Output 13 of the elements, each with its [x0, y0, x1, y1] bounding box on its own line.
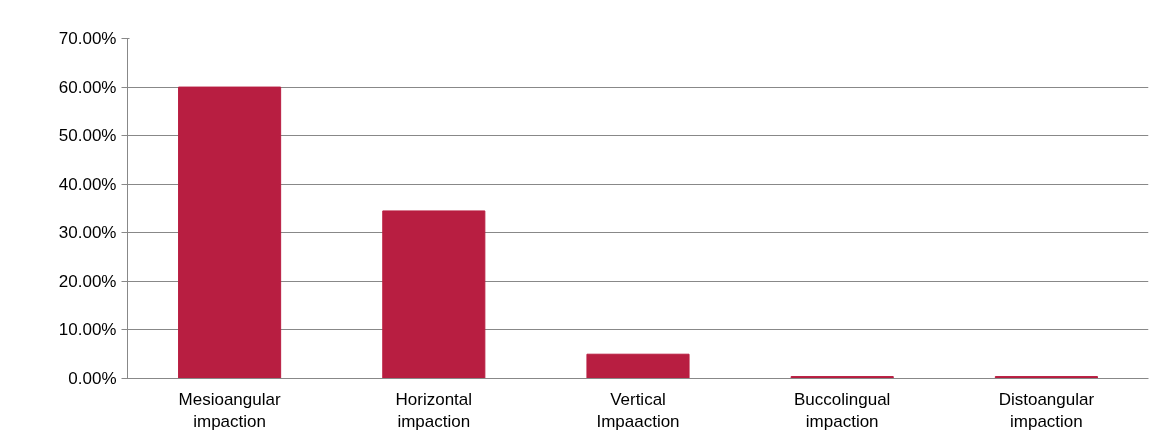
y-tick-label: 10.00%	[58, 320, 117, 340]
y-tick-label: 50.00%	[58, 126, 117, 146]
x-tick-label: Horizontal impaction	[395, 389, 473, 432]
y-tick-label: 20.00%	[58, 271, 117, 291]
x-tick-label: Vertical Impaaction	[596, 389, 680, 432]
x-tick-label: Mesioangular impaction	[178, 389, 281, 432]
y-tick-label: 30.00%	[58, 223, 117, 243]
y-tick-label: 60.00%	[58, 77, 117, 97]
x-tick-label: Buccolingual impaction	[794, 389, 891, 432]
y-tick-label: 70.00%	[58, 29, 117, 48]
y-tick-label: 0.00%	[68, 369, 117, 388]
y-tick-label: 40.00%	[58, 174, 117, 194]
x-tick-label: Distoangular impaction	[998, 389, 1095, 432]
